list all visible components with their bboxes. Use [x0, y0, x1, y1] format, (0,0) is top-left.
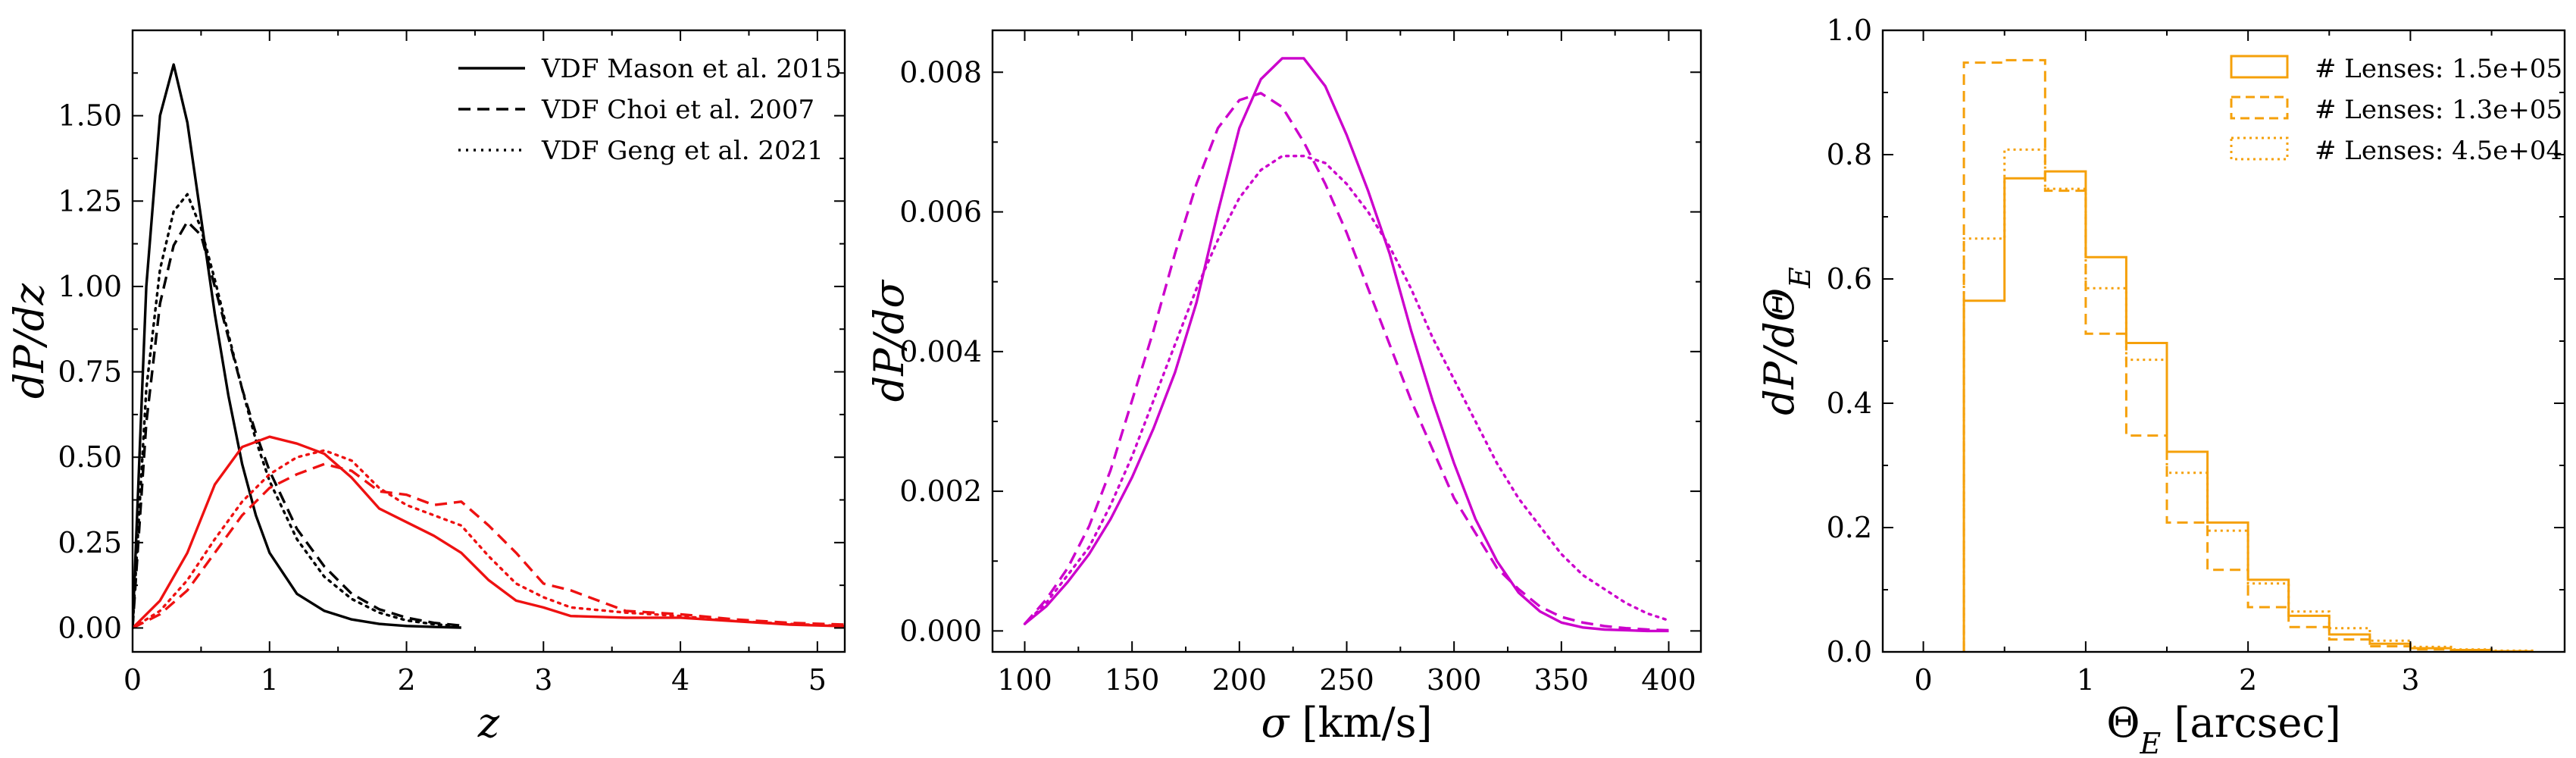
y-tick-label: 0.2	[1827, 511, 1872, 544]
y-tick-label: 0.0	[1827, 635, 1872, 669]
x-tick-label: 350	[1534, 663, 1590, 697]
x-tick-label: 0	[1914, 663, 1932, 697]
y-tick-label: 0.4	[1827, 387, 1872, 420]
series-line-geng-lens	[133, 193, 463, 630]
y-tick-label: 0.006	[899, 196, 982, 229]
panel-3: 0 1 2 3 0.0 0.2 0.4 0.6 0.8 1.0 ΘE [arcsec] dP/dΘE #…	[1755, 14, 2566, 758]
y-tick-label: 1.50	[58, 99, 122, 133]
x-tick-label: 300	[1427, 663, 1482, 697]
y-tick-label: 0.004	[899, 335, 982, 368]
y-axis-label: dP/dσ	[865, 279, 913, 402]
y-tick-label: 0.008	[899, 55, 982, 89]
series-line-mason-source	[133, 435, 845, 629]
legend-label: # Lenses: 4.5e+04	[2315, 136, 2562, 166]
legend-label: VDF Mason et al. 2015	[541, 54, 842, 84]
legend-label: # Lenses: 1.3e+05	[2315, 95, 2562, 125]
plot-area	[1962, 58, 2534, 652]
legend-label: VDF Geng et al. 2021	[541, 136, 824, 166]
histogram-step-1	[1962, 170, 2534, 652]
y-axis-label: dP/dΘE	[1755, 267, 1817, 415]
y-tick-label: 0.8	[1827, 138, 1872, 171]
y-tick-label: 1.00	[58, 270, 122, 303]
x-tick-label: 3	[2401, 663, 2419, 697]
y-tick-label: 0.50	[58, 440, 122, 474]
axes-frame	[991, 29, 1702, 653]
series-line-mason	[1024, 57, 1669, 633]
legend: VDF Mason et al. 2015 VDF Choi et al. 200…	[458, 54, 842, 166]
histogram-step-2	[1962, 58, 2534, 652]
x-tick-label: 4	[671, 663, 689, 697]
legend: # Lenses: 1.5e+05 # Lenses: 1.3e+05 # Lens…	[2230, 54, 2562, 166]
x-tick-label: 400	[1641, 663, 1696, 697]
series-line-choi	[1024, 92, 1669, 632]
plot-area	[1023, 57, 1671, 633]
axes-frame	[131, 29, 846, 653]
panel-1: 0 1 2 3 4 5 0.00 0.25 0.50 0.75 1.00 1.25 1.50 z dP/dz…	[5, 29, 846, 747]
y-tick-label: 0.25	[58, 526, 122, 559]
legend-label: VDF Choi et al. 2007	[541, 95, 814, 125]
x-tick-label: 2	[2239, 663, 2257, 697]
series-line-geng-source	[133, 449, 845, 630]
y-tick-label: 0.002	[899, 475, 982, 508]
y-tick-label: 0.00	[58, 611, 122, 644]
series-line-geng	[1023, 155, 1671, 625]
y-tick-label: 0.6	[1827, 262, 1872, 296]
histogram-step-3	[1962, 148, 2534, 652]
series-line-choi-lens	[133, 220, 461, 628]
x-tick-label: 1	[261, 663, 279, 697]
x-tick-label: 3	[534, 663, 552, 697]
y-tick-label: 1.0	[1827, 14, 1872, 47]
legend-swatch	[2230, 136, 2289, 161]
y-tick-label: 1.25	[58, 184, 122, 218]
x-axis-label: σ [km/s]	[1261, 699, 1432, 747]
x-tick-label: 150	[1105, 663, 1160, 697]
x-tick-label: 5	[808, 663, 827, 697]
legend-swatch	[2230, 55, 2289, 79]
y-tick-label: 0.75	[58, 356, 122, 389]
plot-area	[133, 63, 845, 630]
y-axis-label: dP/dz	[5, 283, 53, 399]
x-tick-label: 100	[997, 663, 1052, 697]
series-line-mason-lens	[133, 63, 461, 629]
series-line-choi-source	[133, 462, 845, 630]
x-tick-label: 2	[397, 663, 415, 697]
panel-2: 100 150 200 250 300 350 400 0.000 0.002 0.004 0.00…	[865, 29, 1702, 747]
y-tick-label: 0.000	[899, 614, 982, 647]
x-tick-label: 200	[1212, 663, 1268, 697]
x-tick-label: 0	[123, 663, 142, 697]
x-tick-label: 1	[2077, 663, 2095, 697]
legend-swatch	[2230, 96, 2289, 120]
x-axis-label: z	[477, 699, 500, 747]
x-tick-label: 250	[1319, 663, 1374, 697]
x-axis-label: ΘE [arcsec]	[2106, 699, 2341, 758]
legend-label: # Lenses: 1.5e+05	[2315, 54, 2562, 84]
